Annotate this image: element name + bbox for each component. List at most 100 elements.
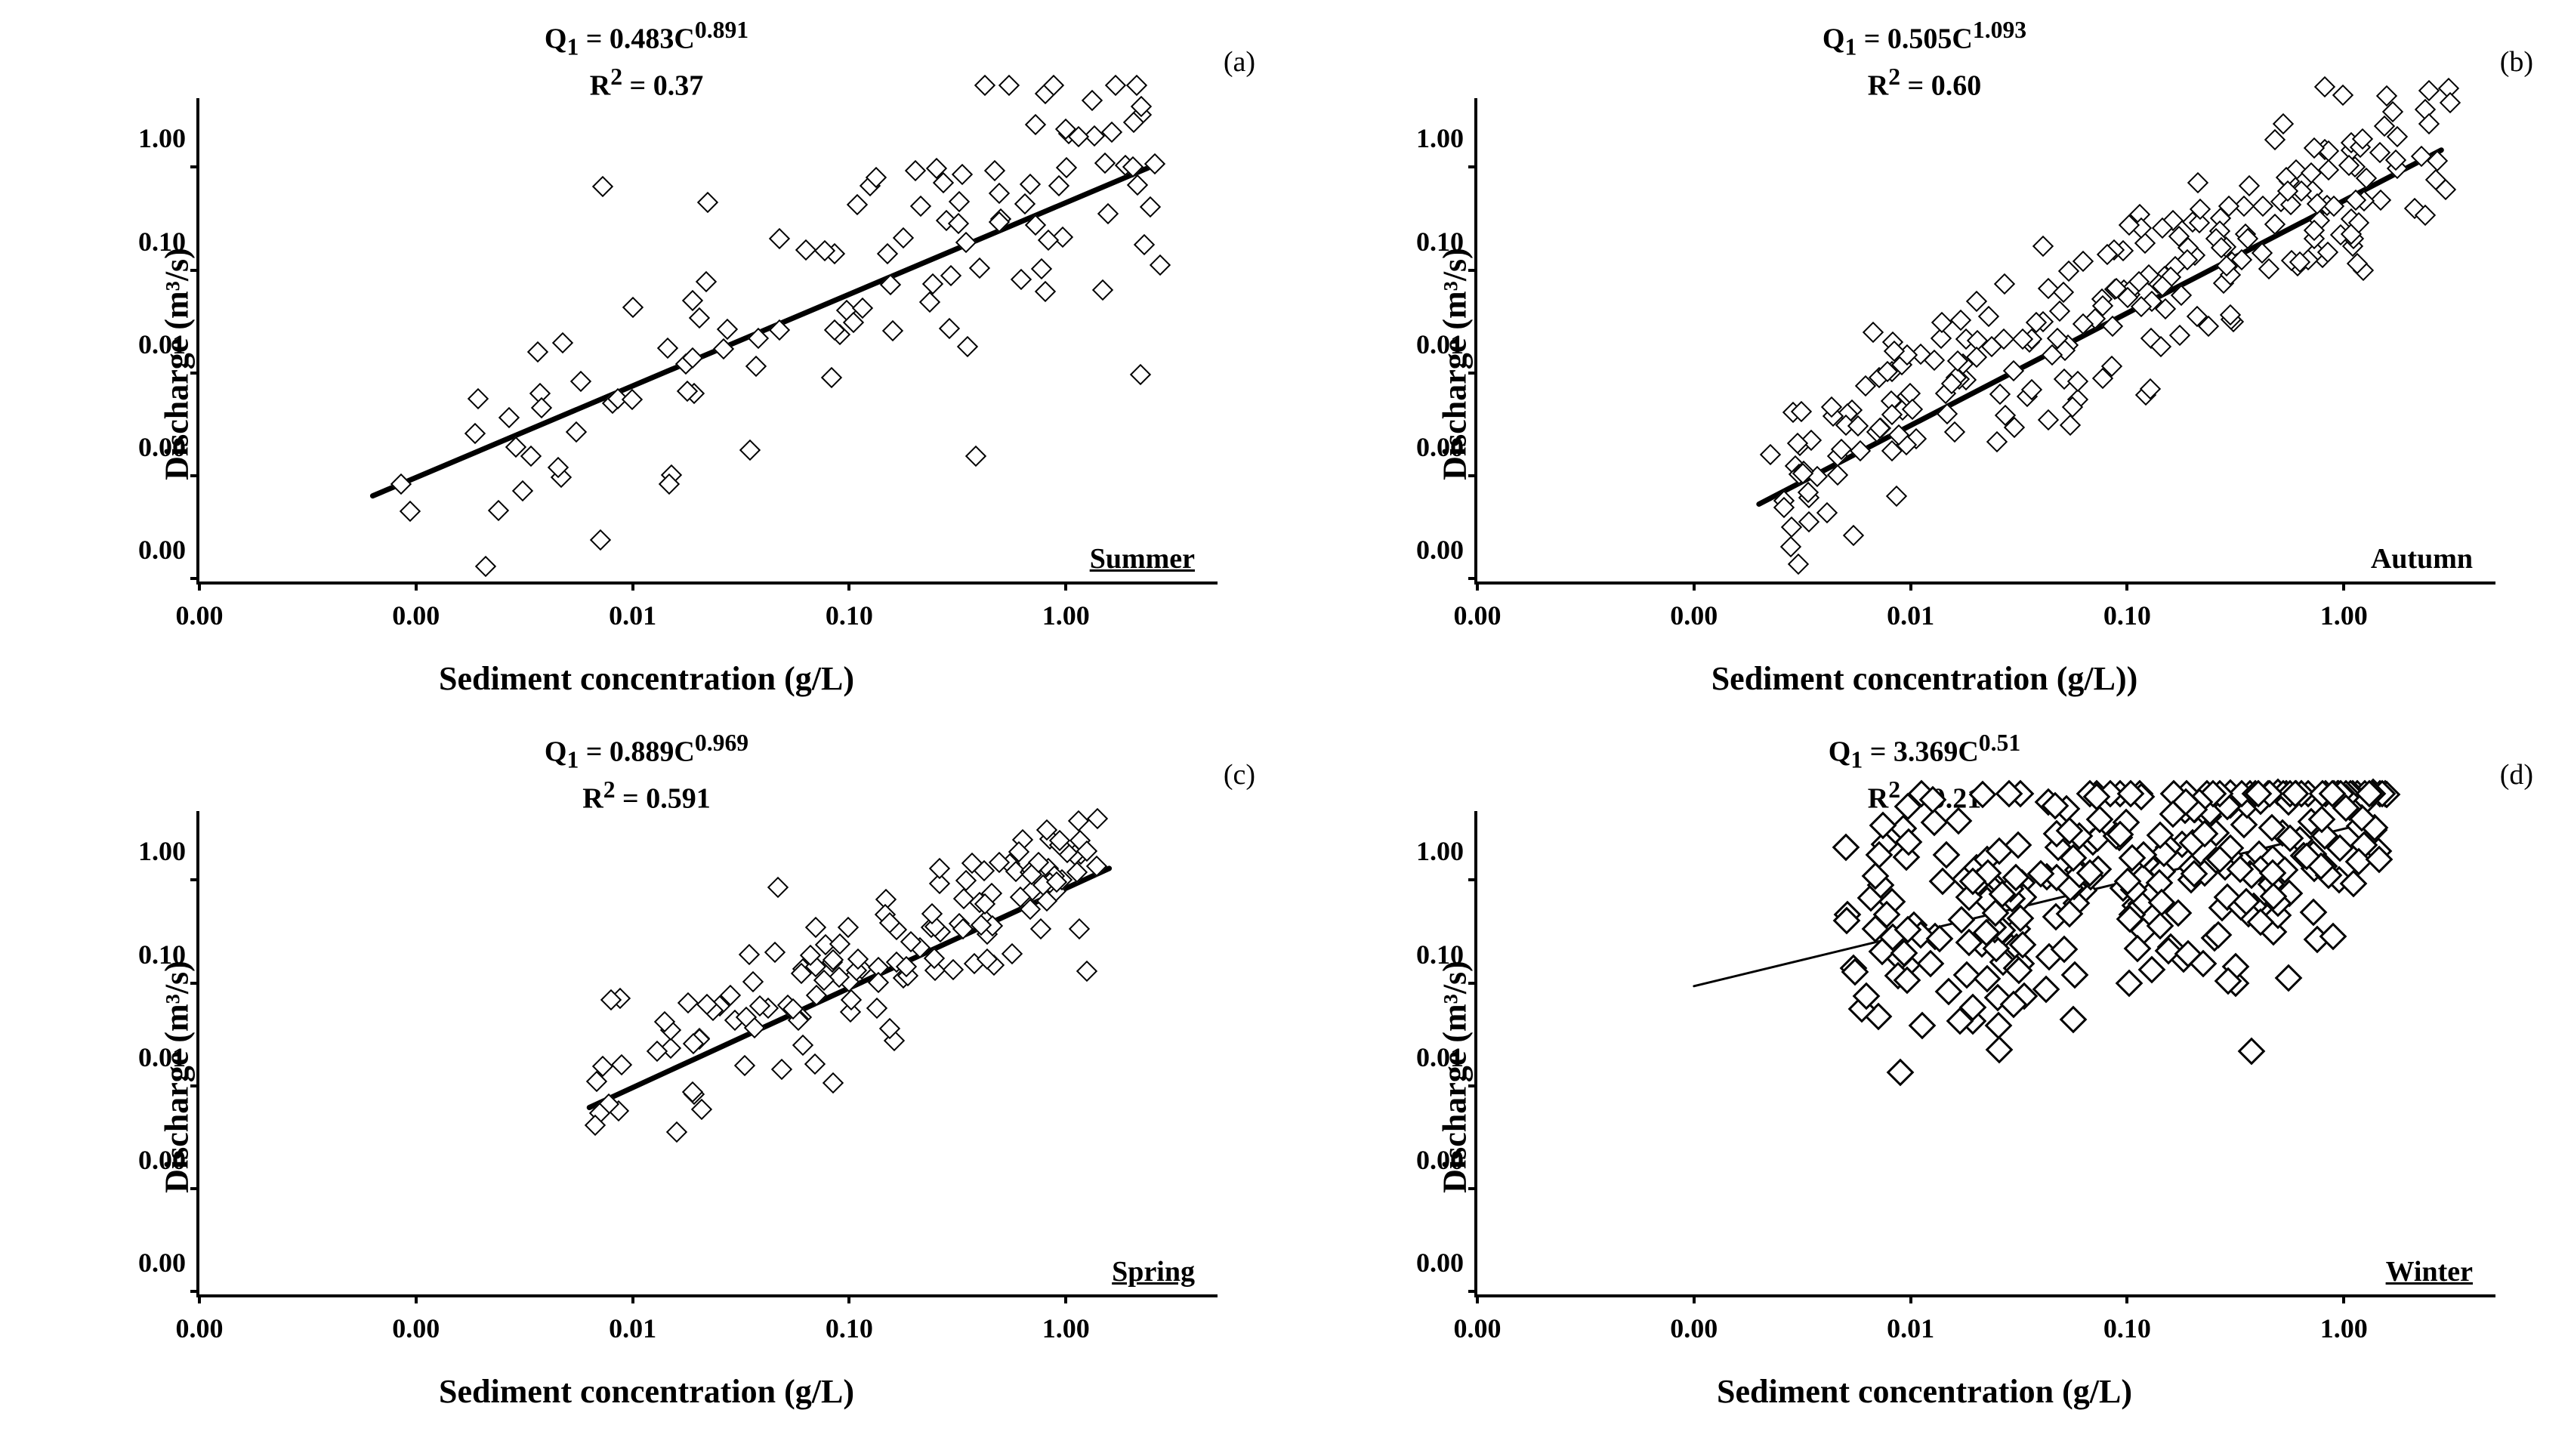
y-tick [190, 372, 199, 375]
x-tick [1909, 581, 1912, 591]
plot-area: Spring0.000.000.010.101.000.000.000.010.… [196, 811, 1218, 1297]
data-point [805, 917, 826, 938]
y-tick-label: 1.00 [138, 835, 186, 867]
data-point [1994, 273, 2015, 295]
data-point [717, 318, 738, 339]
data-point [475, 556, 496, 577]
data-point [2332, 84, 2353, 105]
data-point [952, 164, 973, 185]
y-tick-label: 0.00 [1416, 1247, 1464, 1279]
scatter-plot: Spring0.000.000.010.101.000.000.000.010.… [196, 811, 1218, 1297]
data-point [1948, 906, 1976, 934]
y-tick [190, 474, 199, 477]
data-point [1144, 153, 1165, 174]
data-point [531, 397, 552, 418]
y-tick [1468, 372, 1477, 375]
data-point [390, 474, 412, 495]
y-tick [1468, 269, 1477, 272]
x-tick-label: 0.01 [609, 600, 656, 631]
data-point [998, 75, 1020, 96]
data-point [910, 196, 931, 217]
x-tick-label: 0.10 [2103, 1313, 2151, 1344]
data-point [877, 243, 898, 264]
data-point [1985, 1012, 2013, 1040]
data-point [566, 421, 587, 443]
data-point [955, 232, 977, 253]
panel-winter: Q1 = 3.369C0.51R2 = 0.21(d)Discharge (m³… [1308, 728, 2541, 1426]
x-tick-label: 0.01 [609, 1313, 656, 1344]
data-point [905, 160, 926, 181]
data-point [1011, 269, 1032, 290]
x-tick [415, 581, 418, 591]
y-tick-label: 0.00 [138, 1144, 186, 1176]
x-tick-label: 0.00 [1454, 1313, 1502, 1344]
data-point [1843, 525, 1864, 546]
data-point [769, 228, 790, 249]
data-point [1929, 868, 1957, 896]
y-tick-label: 0.00 [1416, 431, 1464, 463]
data-point [949, 191, 970, 212]
data-point [939, 318, 960, 339]
data-point [2002, 360, 2023, 381]
data-point [748, 328, 769, 349]
data-point [953, 888, 974, 909]
data-point [2116, 970, 2144, 998]
x-tick-label: 1.00 [2320, 600, 2368, 631]
data-point [1030, 918, 1051, 939]
x-tick-label: 0.10 [2103, 600, 2151, 631]
data-point [1780, 517, 1801, 538]
data-point [2238, 1038, 2266, 1066]
data-point [2418, 79, 2440, 100]
x-axis-label: Sediment concentration (g/L) [439, 1372, 854, 1411]
data-point [488, 500, 509, 521]
data-point [1014, 193, 1035, 214]
data-point [965, 446, 986, 467]
y-tick [1468, 474, 1477, 477]
season-label: Spring [1112, 1255, 1195, 1288]
data-point [771, 1059, 792, 1080]
y-tick-label: 0.00 [138, 534, 186, 566]
y-tick-label: 1.00 [1416, 122, 1464, 154]
plot-area: Summer0.000.000.010.101.000.000.000.010.… [196, 98, 1218, 585]
data-point [2032, 235, 2053, 256]
data-point [892, 227, 913, 248]
y-tick [1468, 577, 1477, 580]
scatter-plot: Summer0.000.000.010.101.000.000.000.010.… [196, 98, 1218, 585]
plot-area: Winter0.000.000.010.101.000.000.000.010.… [1474, 811, 2495, 1297]
x-tick [2342, 1294, 2345, 1303]
data-point [1798, 511, 1819, 532]
data-point [742, 971, 764, 992]
season-label: Winter [2386, 1255, 2473, 1288]
x-axis-label: Sediment concentration (g/L) [1717, 1372, 2132, 1411]
data-point [1097, 202, 1119, 224]
data-point [767, 877, 789, 898]
data-point [2275, 964, 2303, 992]
panel-equation: Q1 = 0.889C0.969R2 = 0.591 [545, 728, 748, 817]
data-point [969, 258, 990, 279]
data-point [592, 176, 613, 197]
y-tick-label: 0.01 [1416, 329, 1464, 360]
data-point [1886, 486, 1907, 507]
y-tick [190, 878, 199, 881]
data-point [1092, 279, 1113, 301]
data-point [611, 1054, 632, 1075]
panel-spring: Q1 = 0.889C0.969R2 = 0.591(c)Discharge (… [30, 728, 1263, 1426]
data-point [1827, 464, 1848, 485]
data-point [2048, 301, 2069, 322]
x-tick-label: 0.01 [1887, 1313, 1934, 1344]
data-point [792, 1035, 813, 1056]
data-point [2252, 195, 2273, 216]
data-point [919, 292, 940, 313]
data-point [1886, 1058, 1914, 1086]
data-point [1917, 950, 1945, 978]
data-point [713, 338, 734, 359]
data-point [1101, 121, 1122, 142]
data-point [974, 75, 995, 96]
data-point [1816, 502, 1838, 523]
data-point [1832, 834, 1860, 862]
y-tick-label: 0.10 [1416, 226, 1464, 258]
data-point [739, 440, 761, 461]
x-tick [198, 1294, 201, 1303]
data-point [984, 160, 1005, 181]
data-point [943, 958, 964, 979]
